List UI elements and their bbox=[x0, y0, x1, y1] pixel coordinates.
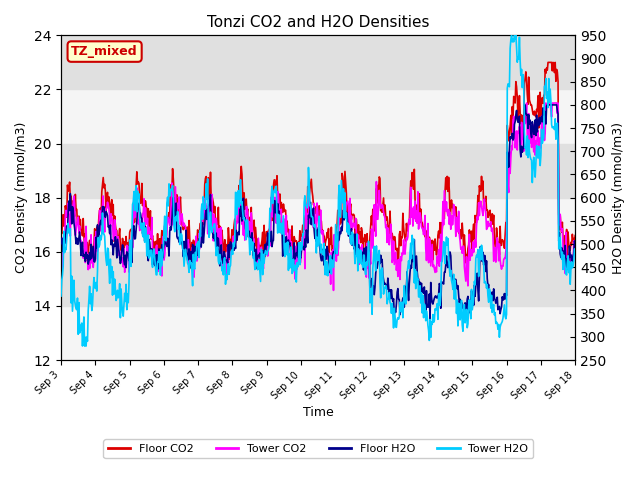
Y-axis label: H2O Density (mmol/m3): H2O Density (mmol/m3) bbox=[612, 121, 625, 274]
Legend: Floor CO2, Tower CO2, Floor H2O, Tower H2O: Floor CO2, Tower CO2, Floor H2O, Tower H… bbox=[104, 440, 533, 458]
Text: TZ_mixed: TZ_mixed bbox=[71, 45, 138, 58]
Bar bbox=[61, 36, 575, 89]
Y-axis label: CO2 Density (mmol/m3): CO2 Density (mmol/m3) bbox=[15, 122, 28, 273]
Bar bbox=[61, 144, 575, 198]
Title: Tonzi CO2 and H2O Densities: Tonzi CO2 and H2O Densities bbox=[207, 15, 429, 30]
X-axis label: Time: Time bbox=[303, 406, 333, 420]
Bar bbox=[61, 252, 575, 306]
